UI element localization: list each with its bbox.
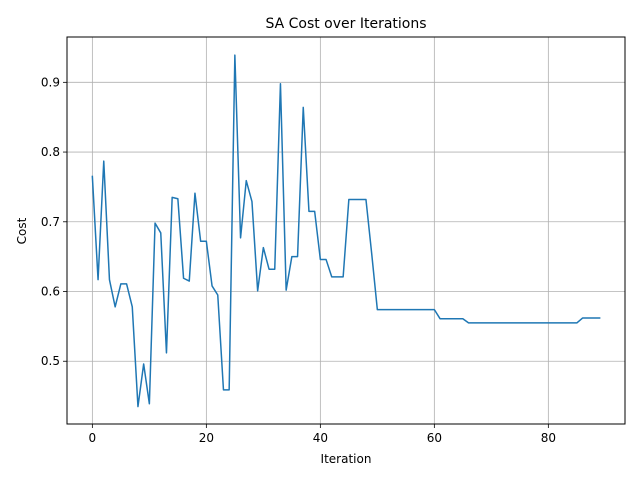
- x-tick-label: 40: [313, 431, 328, 445]
- tick-layer: 0 20 40 60 80 0.5 0.6 0.7 0.8 0.9: [41, 75, 556, 445]
- x-tick-label: 80: [541, 431, 556, 445]
- y-tick-label: 0.9: [41, 75, 60, 89]
- x-tick-label: 20: [199, 431, 214, 445]
- plot-area-frame: [66, 36, 626, 425]
- y-tick-label: 0.8: [41, 145, 60, 159]
- x-tick-label: 60: [427, 431, 442, 445]
- y-tick-label: 0.6: [41, 285, 60, 299]
- y-tick-label: 0.7: [41, 215, 60, 229]
- y-tick-label: 0.5: [41, 354, 60, 368]
- grid-lines: [67, 37, 625, 424]
- x-tick-label: 0: [89, 431, 97, 445]
- y-axis-label: Cost: [15, 217, 29, 244]
- series-line: [91, 54, 601, 408]
- x-axis-label: Iteration: [321, 452, 372, 466]
- chart-title: SA Cost over Iterations: [265, 16, 426, 32]
- series-layer: [91, 54, 601, 408]
